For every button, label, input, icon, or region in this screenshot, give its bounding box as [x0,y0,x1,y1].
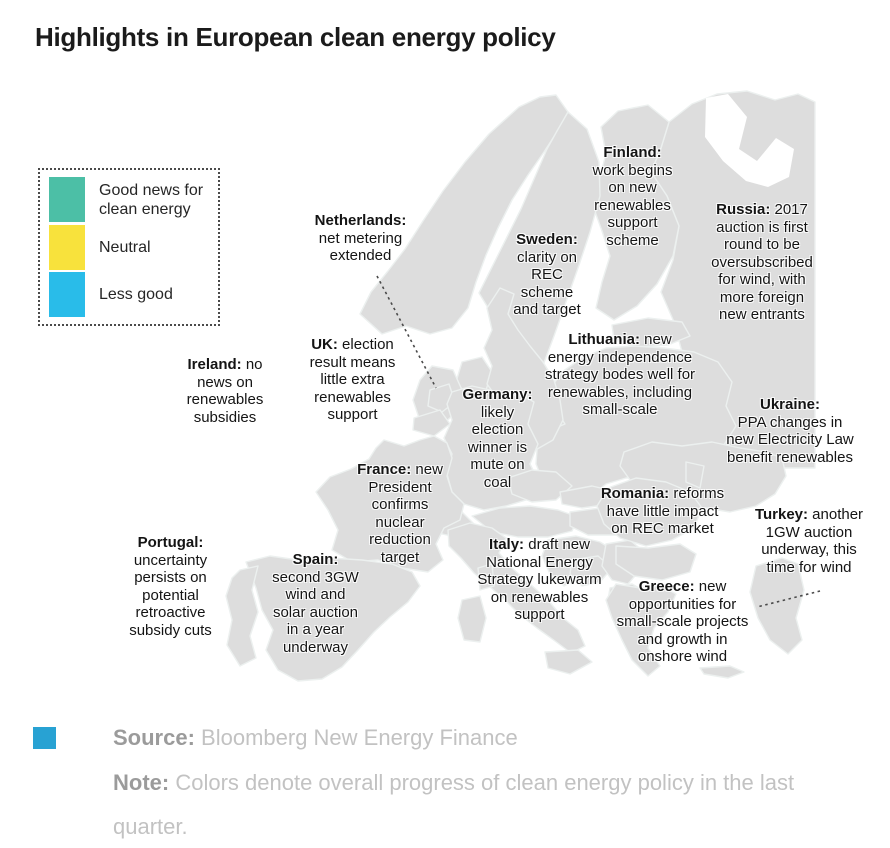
annotation-france-text: new President confirms nuclear reduction… [368,461,443,566]
map-country-bulgaria [615,543,697,581]
annotation-uk-text: election result means little extra renew… [309,336,396,423]
source-text: Bloomberg New Energy Finance [194,725,518,750]
annotation-spain-country: Spain: [292,551,339,568]
annotation-russia-text: 2017 auction is first round to be oversu… [711,201,813,323]
map-country-corsica [477,563,495,591]
annotation-russia: Russia: 2017 auction is first round to b… [678,201,846,324]
map-country-norway [359,94,569,335]
annotation-germany: Germany: likely election winner is mute … [435,386,560,491]
annotation-turkey-country: Turkey: [754,506,809,523]
annotation-lithuania: Lithuania: new energy independence strat… [505,331,735,419]
annotation-france: France: new President confirms nuclear r… [335,461,465,566]
annotation-spain-text: second 3GW wind and solar auction in a y… [272,568,359,656]
annotation-lithuania-country: Lithuania: [568,331,640,348]
legend: Good news for clean energy Neutral Less … [38,168,220,326]
annotation-greece: Greece: new opportunities for small-scal… [590,578,775,666]
legend-label-less-good: Less good [99,286,173,303]
annotation-russia-country: Russia: [716,201,771,218]
map-country-turkey [749,557,805,655]
annotation-romania-country: Romania: [600,485,670,502]
map-country-belgium [412,409,451,437]
legend-label-neutral: Neutral [99,238,151,256]
map-country-bosnia [569,555,613,587]
footer: Source: Bloomberg New Energy Finance Not… [33,723,873,848]
annotation-portugal-country: Portugal: [137,534,204,551]
map-country-greece [605,583,677,677]
annotation-turkey: Turkey: another 1GW auction underway, th… [733,506,885,576]
map-country-estonia [611,317,691,348]
annotation-romania-text: reforms have little impact on REC market [606,485,725,537]
legend-swatch-less-good [49,272,85,317]
legend-item-neutral: Neutral [49,224,218,271]
annotation-sweden-text: clarity on REC scheme and target [513,248,581,318]
annotation-italy-country: Italy: [489,536,525,553]
annotation-finland-text: work begins on new renewables support sc… [592,161,673,249]
white-sea [705,94,794,187]
leader-line-turkey [756,590,821,608]
annotation-ireland: Ireland: no news on renewables subsidies [160,356,290,426]
annotation-romania: Romania: reforms have little impact on R… [570,485,755,538]
annotation-germany-country: Germany: [462,386,533,403]
source-label: Source: [113,725,195,750]
annotation-italy: Italy: draft new National Energy Strateg… [452,536,627,624]
annotation-spain: Spain: second 3GW wind and solar auction… [253,551,378,656]
map-country-sicily [544,649,593,675]
map-country-france [315,435,465,573]
page-title: Highlights in European clean energy poli… [35,22,556,52]
annotation-finland-country: Finland: [603,144,662,161]
annotation-sweden: Sweden: clarity on REC scheme and target [494,231,600,319]
annotation-ireland-country: Ireland: [187,356,242,373]
annotation-ireland-text: no news on renewables subsidies [186,356,264,426]
legend-label-good: Good news for clean energy [99,181,204,218]
map-country-crete [699,665,745,679]
map-country-spain [245,555,421,682]
note-text: Colors denote overall progress of clean … [113,770,795,839]
annotation-portugal-text: uncertainty persists on potential retroa… [129,551,212,639]
source-bullet-icon [33,727,56,749]
annotation-turkey-text: another 1GW auction underway, this time … [761,506,864,576]
annotation-netherlands: Netherlands: net metering extended [288,212,433,265]
legend-swatch-good [49,177,85,222]
annotation-uk-country: UK: [311,336,338,353]
annotation-greece-text: new opportunities for small-scale projec… [616,578,749,665]
annotation-portugal: Portugal: uncertainty persists on potent… [108,534,233,639]
annotation-netherlands-country: Netherlands: [314,212,407,229]
map-country-portugal [225,565,259,667]
annotation-uk: UK: election result means little extra r… [290,336,415,424]
annotation-ukraine: Ukraine: PPA changes in new Electricity … [700,396,880,466]
map-country-sardinia [457,595,487,643]
annotation-ukraine-text: PPA changes in new Electricity Law benef… [726,413,854,466]
map-country-romania [596,477,703,547]
legend-item-less-good: Less good [49,271,218,318]
note-line: Note: Colors denote overall progress of … [113,761,873,848]
legend-swatch-neutral [49,224,85,270]
annotation-lithuania-text: new energy independence strategy bodes w… [544,331,696,418]
annotation-sweden-country: Sweden: [516,231,578,248]
note-label: Note: [113,770,170,795]
annotation-netherlands-text: net metering extended [318,229,403,265]
annotation-greece-country: Greece: [638,578,695,595]
annotation-finland: Finland: work begins on new renewables s… [570,144,695,249]
annotation-france-country: France: [357,461,412,478]
source-line: Source: Bloomberg New Energy Finance [113,723,873,761]
annotation-germany-text: likely election winner is mute on coal [467,403,528,491]
legend-item-good: Good news for clean energy [49,176,218,223]
annotation-ukraine-country: Ukraine: [759,396,821,413]
map-country-moldova [685,461,705,489]
annotation-italy-text: draft new National Energy Strategy lukew… [477,536,602,623]
